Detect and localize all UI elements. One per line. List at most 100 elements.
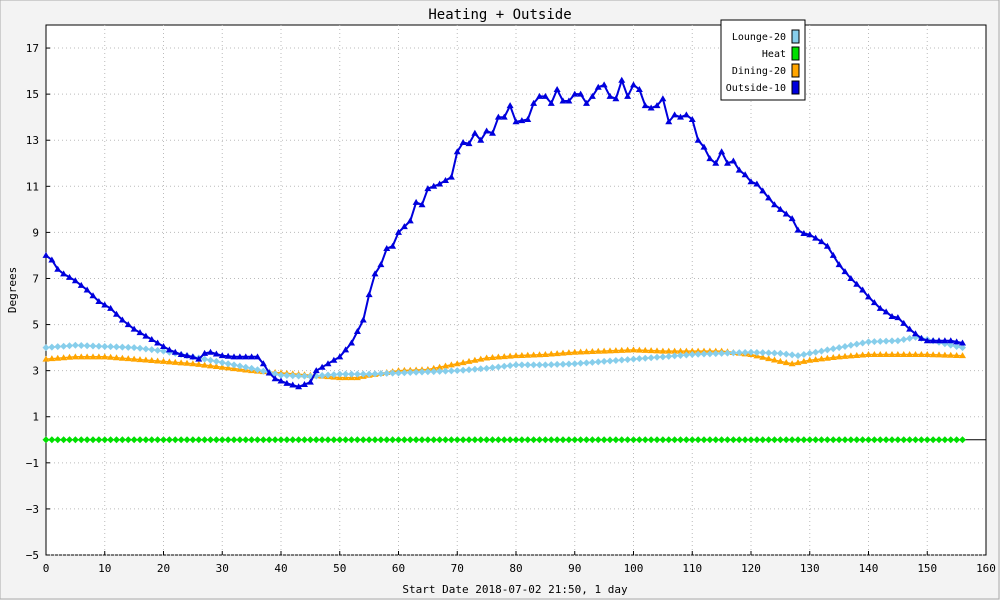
data-point	[747, 436, 755, 444]
data-point	[647, 436, 655, 444]
data-point	[776, 357, 784, 364]
data-point	[806, 436, 814, 444]
data-point	[724, 159, 731, 166]
data-point	[395, 228, 402, 235]
data-point	[312, 436, 320, 444]
data-point	[865, 338, 872, 346]
data-point	[242, 436, 250, 444]
data-point	[835, 353, 843, 360]
data-point	[277, 436, 285, 444]
data-point	[224, 436, 232, 444]
series-heat	[42, 436, 966, 444]
data-point	[953, 342, 961, 350]
chart-title: Heating + Outside	[428, 7, 571, 23]
data-point	[618, 356, 626, 364]
data-point	[959, 352, 966, 359]
data-point	[336, 370, 344, 378]
data-point	[888, 313, 896, 319]
data-point	[436, 436, 444, 444]
data-point	[136, 436, 144, 444]
x-tick-label: 50	[333, 562, 346, 575]
data-point	[870, 351, 878, 358]
data-point	[471, 129, 479, 136]
data-point	[524, 115, 532, 122]
data-point	[541, 92, 549, 99]
data-point	[841, 342, 849, 350]
legend-swatch-lounge-20	[791, 29, 800, 44]
data-point	[436, 363, 444, 370]
data-point	[42, 344, 50, 352]
data-point	[71, 277, 79, 284]
data-point	[54, 265, 62, 272]
data-point	[612, 95, 620, 102]
data-point	[647, 354, 655, 362]
data-point	[459, 436, 467, 444]
data-point	[794, 436, 802, 444]
data-point	[301, 436, 308, 444]
data-point	[847, 274, 855, 281]
data-point	[518, 361, 526, 369]
x-tick-label: 80	[509, 562, 522, 575]
data-point	[318, 363, 326, 370]
data-point	[177, 436, 185, 444]
data-point	[923, 436, 931, 444]
data-point	[583, 359, 590, 367]
data-point	[71, 353, 79, 360]
data-point	[653, 347, 661, 354]
series-outside-10	[42, 76, 966, 390]
data-point	[66, 353, 73, 360]
data-point	[324, 371, 332, 379]
data-point	[477, 355, 485, 362]
data-point	[506, 352, 514, 359]
data-point	[48, 343, 56, 351]
data-point	[207, 362, 214, 369]
data-point	[894, 337, 902, 345]
data-point	[541, 436, 549, 444]
data-point	[653, 353, 661, 361]
data-point	[71, 341, 79, 349]
data-point	[424, 368, 432, 376]
data-point	[418, 201, 426, 208]
y-axis-label: Degrees	[6, 267, 19, 313]
data-point	[66, 436, 73, 444]
data-point	[876, 337, 884, 345]
data-point	[688, 436, 696, 444]
data-point	[853, 340, 861, 348]
data-point	[947, 351, 955, 358]
data-point	[923, 351, 931, 358]
data-point	[577, 348, 585, 355]
legend-label-outside-10: Outside-10	[726, 83, 786, 94]
y-tick-label: −5	[26, 549, 39, 562]
data-point	[395, 436, 402, 444]
data-point	[847, 341, 855, 349]
data-point	[224, 364, 232, 371]
data-point	[177, 351, 185, 358]
data-point	[694, 136, 702, 143]
data-point	[935, 436, 943, 444]
data-point	[812, 356, 820, 363]
data-point	[42, 355, 50, 362]
data-point	[735, 349, 743, 357]
y-tick-label: 13	[26, 134, 39, 147]
data-point	[812, 436, 820, 444]
data-point	[218, 359, 226, 367]
data-point	[189, 353, 197, 360]
data-point	[624, 92, 632, 99]
data-point	[477, 136, 485, 143]
data-point	[735, 436, 743, 444]
y-tick-label: 5	[32, 319, 39, 332]
data-point	[77, 436, 85, 444]
x-tick-label: 90	[568, 562, 581, 575]
data-point	[124, 343, 132, 351]
data-point	[77, 353, 85, 360]
data-point	[295, 436, 303, 444]
x-tick-label: 160	[976, 562, 996, 575]
data-point	[929, 436, 937, 444]
data-point	[659, 353, 667, 361]
data-point	[794, 352, 802, 360]
data-point	[906, 334, 914, 342]
data-point	[500, 113, 508, 120]
data-point	[888, 436, 896, 444]
data-point	[160, 436, 167, 444]
data-point	[183, 436, 191, 444]
